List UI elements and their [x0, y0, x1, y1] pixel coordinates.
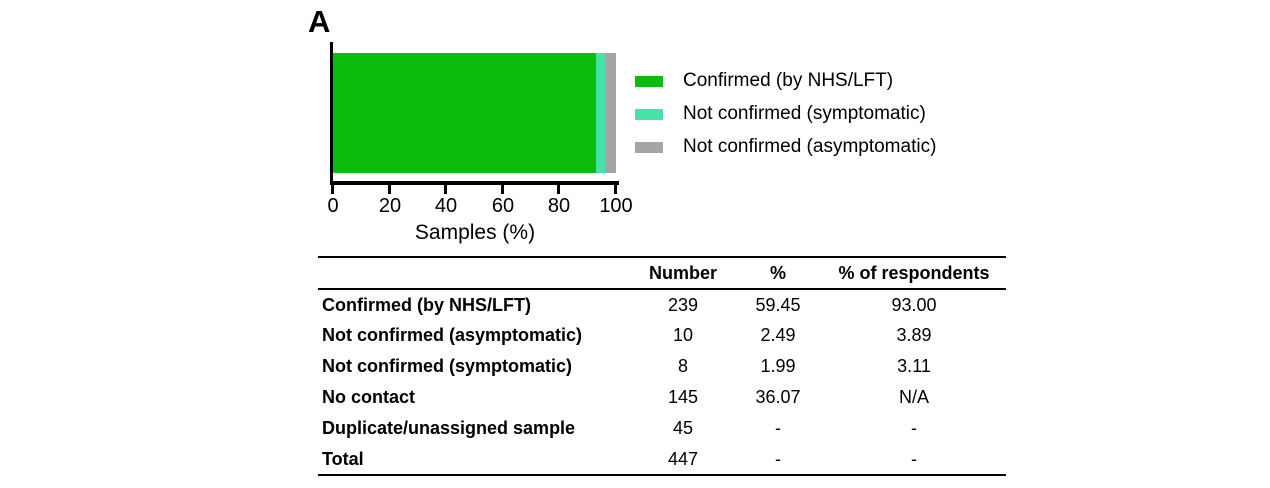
table-row: Not confirmed (asymptomatic) 10 2.49 3.8…	[318, 320, 1006, 351]
cell-pct: -	[775, 418, 781, 438]
x-tick	[501, 185, 504, 194]
cell-pct-respondents: N/A	[898, 387, 929, 407]
x-axis-title: Samples (%)	[414, 221, 536, 244]
cell-pct-respondents: 93.00	[891, 294, 937, 315]
row-label: Total	[322, 448, 364, 469]
cell-pct-respondents: 3.11	[897, 356, 931, 376]
x-tick	[557, 185, 560, 194]
legend-label: Not confirmed (symptomatic)	[683, 103, 926, 124]
x-tick	[444, 185, 447, 194]
table-header-row: Number % % of respondents	[318, 257, 1006, 289]
cell-pct: 36.07	[755, 387, 801, 407]
table-row: Duplicate/unassigned sample 45 - -	[318, 413, 1006, 444]
cell-number: 239	[667, 294, 699, 315]
bar-segment-not-confirmed-asymptomatic	[604, 53, 616, 173]
header-number: Number	[648, 262, 717, 283]
cell-number: 45	[672, 418, 694, 438]
y-axis-line	[330, 42, 333, 184]
panel-label: A	[308, 4, 331, 39]
x-tick	[331, 185, 334, 194]
cell-number: 145	[667, 387, 699, 407]
bar-segment-not-confirmed-symptomatic	[596, 53, 605, 173]
cell-pct: 59.45	[755, 294, 801, 315]
cell-number: 10	[672, 325, 694, 345]
x-tick	[614, 185, 617, 194]
header-empty	[318, 257, 632, 289]
legend-label: Confirmed (by NHS/LFT)	[683, 70, 894, 91]
row-label: Confirmed (by NHS/LFT)	[322, 294, 531, 315]
legend-item-not-confirmed-asymptomatic: Not confirmed (asymptomatic)	[635, 136, 936, 158]
table-row: Not confirmed (symptomatic) 8 1.99 3.11	[318, 351, 1006, 382]
legend-item-confirmed: Confirmed (by NHS/LFT)	[635, 70, 936, 92]
x-axis-line	[330, 181, 619, 185]
table-row: Total 447 - -	[318, 444, 1006, 475]
cell-pct: 2.49	[760, 325, 796, 345]
results-table: Number % % of respondents Confirmed (by …	[318, 256, 1006, 476]
chart-legend: Confirmed (by NHS/LFT) Not confirmed (sy…	[635, 70, 936, 169]
x-tick-label: 100	[599, 195, 633, 217]
row-label: Duplicate/unassigned sample	[322, 418, 576, 438]
row-label: Not confirmed (asymptomatic)	[322, 325, 583, 345]
table-row: Confirmed (by NHS/LFT) 239 59.45 93.00	[318, 289, 1006, 320]
x-tick-label: 60	[491, 195, 515, 217]
stacked-bar	[333, 53, 616, 173]
x-tick-label: 40	[434, 195, 458, 217]
row-label: Not confirmed (symptomatic)	[322, 356, 573, 376]
bar-segment-confirmed	[333, 53, 597, 173]
legend-swatch-gray	[635, 141, 663, 153]
legend-item-not-confirmed-symptomatic: Not confirmed (symptomatic)	[635, 103, 936, 125]
cell-pct: -	[775, 448, 781, 469]
legend-swatch-mint	[635, 108, 663, 120]
legend-label: Not confirmed (asymptomatic)	[683, 136, 937, 157]
cell-pct-respondents: -	[911, 448, 917, 469]
header-pct-respondents: % of respondents	[838, 262, 990, 283]
cell-pct-respondents: -	[911, 418, 917, 438]
x-tick-label: 80	[547, 195, 571, 217]
header-pct: %	[769, 262, 786, 283]
legend-swatch-green	[635, 75, 663, 87]
row-label: No contact	[322, 387, 416, 407]
cell-pct-respondents: 3.89	[896, 325, 932, 345]
x-tick-label: 0	[327, 195, 339, 217]
cell-number: 8	[677, 356, 688, 376]
x-tick-label: 20	[378, 195, 402, 217]
table-row: No contact 145 36.07 N/A	[318, 382, 1006, 413]
cell-pct: 1.99	[760, 356, 796, 376]
x-tick	[388, 185, 391, 194]
cell-number: 447	[667, 448, 699, 469]
